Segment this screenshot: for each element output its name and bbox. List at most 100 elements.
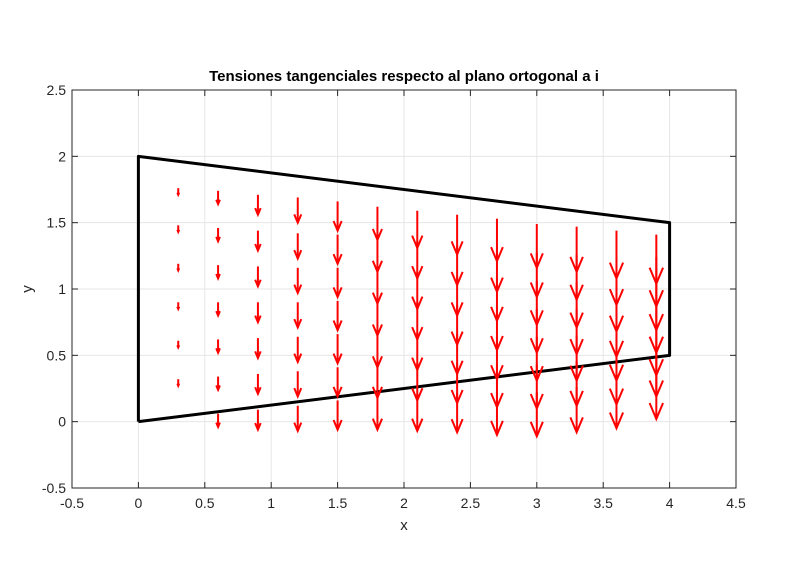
- arrow-head: [176, 267, 181, 274]
- arrow-head: [529, 421, 544, 439]
- arrow-head: [608, 412, 625, 431]
- arrow-head: [254, 422, 262, 433]
- stress-arrow: [293, 233, 303, 262]
- arrow-head: [176, 306, 181, 312]
- y-tick-label: 2: [58, 148, 66, 164]
- arrow-head: [215, 422, 221, 430]
- arrow-head: [332, 286, 343, 300]
- stress-arrow: [176, 225, 181, 235]
- x-tick-label: -0.5: [60, 495, 84, 511]
- arrow-head: [293, 387, 303, 400]
- arrow-head: [176, 229, 181, 235]
- stress-arrow: [254, 194, 262, 218]
- arrow-head: [293, 353, 303, 365]
- stress-arrow: [608, 380, 625, 431]
- arrow-head: [332, 353, 343, 366]
- arrow-head: [176, 383, 181, 389]
- arrow-head: [176, 192, 181, 198]
- y-tick-label: 0.5: [47, 347, 67, 363]
- stress-arrow: [176, 188, 181, 198]
- x-tick-label: 4: [666, 495, 674, 511]
- stress-arrow: [254, 409, 262, 433]
- chart-title: Tensiones tangenciales respecto al plano…: [209, 68, 599, 85]
- arrow-head: [176, 344, 181, 350]
- arrow-head: [490, 420, 504, 438]
- arrow-head: [332, 320, 343, 333]
- x-tick-label: 2.5: [461, 495, 481, 511]
- stress-arrow: [293, 336, 303, 365]
- stress-arrow: [293, 371, 303, 400]
- stress-arrow: [293, 405, 303, 434]
- y-tick-label: 0: [58, 414, 66, 430]
- stress-arrow: [648, 369, 664, 422]
- arrow-head: [293, 213, 303, 226]
- stress-arrow: [215, 190, 221, 207]
- arrow-head: [254, 279, 262, 289]
- arrow-head: [332, 419, 343, 433]
- stress-arrow: [215, 339, 221, 356]
- section-outline: [136, 154, 672, 424]
- x-axis-label: x: [400, 517, 408, 534]
- x-tick-label: 3: [533, 495, 541, 511]
- arrow-head: [215, 310, 221, 319]
- x-tick-label: 3.5: [593, 495, 613, 511]
- arrow-head: [215, 236, 221, 244]
- y-tick-label: 1: [58, 281, 66, 297]
- arrow-head: [215, 385, 221, 393]
- y-tick-label: 2.5: [47, 82, 67, 98]
- arrow-head: [215, 273, 221, 281]
- stress-arrow: [332, 367, 343, 400]
- x-tick-label: 0: [135, 495, 143, 511]
- x-tick-label: 4.5: [726, 495, 746, 511]
- arrow-head: [332, 220, 343, 234]
- x-tick-label: 0.5: [195, 495, 215, 511]
- stress-arrow: [332, 400, 343, 433]
- stress-arrow: [215, 376, 221, 393]
- x-tick-label: 1.5: [328, 495, 348, 511]
- arrow-head: [293, 318, 303, 331]
- stress-arrows: [176, 188, 664, 439]
- x-tick-label: 1: [267, 495, 275, 511]
- arrow-head: [293, 284, 303, 296]
- stress-arrow: [176, 263, 181, 274]
- section-outline-line: [136, 154, 672, 424]
- stress-arrow: [293, 267, 303, 296]
- stress-arrow: [215, 265, 221, 281]
- stress-arrow: [332, 234, 343, 267]
- arrow-head: [332, 386, 343, 400]
- stress-arrow: [293, 302, 303, 331]
- y-tick-label: 1.5: [47, 215, 67, 231]
- stress-arrow: [254, 266, 262, 289]
- stress-arrow: [332, 201, 343, 234]
- stress-arrow: [569, 387, 584, 435]
- stress-arrow: [176, 379, 181, 389]
- stress-arrow: [254, 302, 262, 325]
- stress-arrow: [215, 227, 221, 244]
- arrow-head: [293, 249, 303, 262]
- arrow-head: [293, 422, 303, 434]
- stress-arrow: [254, 338, 262, 361]
- stress-arrow: [332, 267, 343, 300]
- arrow-head: [254, 243, 262, 254]
- arrow-head: [215, 347, 221, 356]
- stress-arrow: [176, 302, 181, 312]
- arrow-head: [648, 402, 664, 422]
- arrow-head: [254, 315, 262, 325]
- stress-arrow: [411, 393, 424, 434]
- arrow-head: [450, 418, 464, 435]
- arrow-head: [254, 207, 262, 218]
- stress-arrow: [371, 396, 383, 433]
- stress-arrow: [450, 392, 464, 435]
- stress-arrow: [215, 302, 221, 319]
- stress-arrow: [332, 300, 343, 333]
- stress-arrow: [254, 373, 262, 397]
- stress-arrow: [332, 334, 343, 366]
- x-tick-label: 2: [400, 495, 408, 511]
- stress-arrow: [293, 197, 303, 226]
- stress-arrow: [490, 392, 504, 438]
- arrow-head: [332, 253, 343, 267]
- arrow-head: [254, 386, 262, 397]
- arrow-head: [254, 351, 262, 361]
